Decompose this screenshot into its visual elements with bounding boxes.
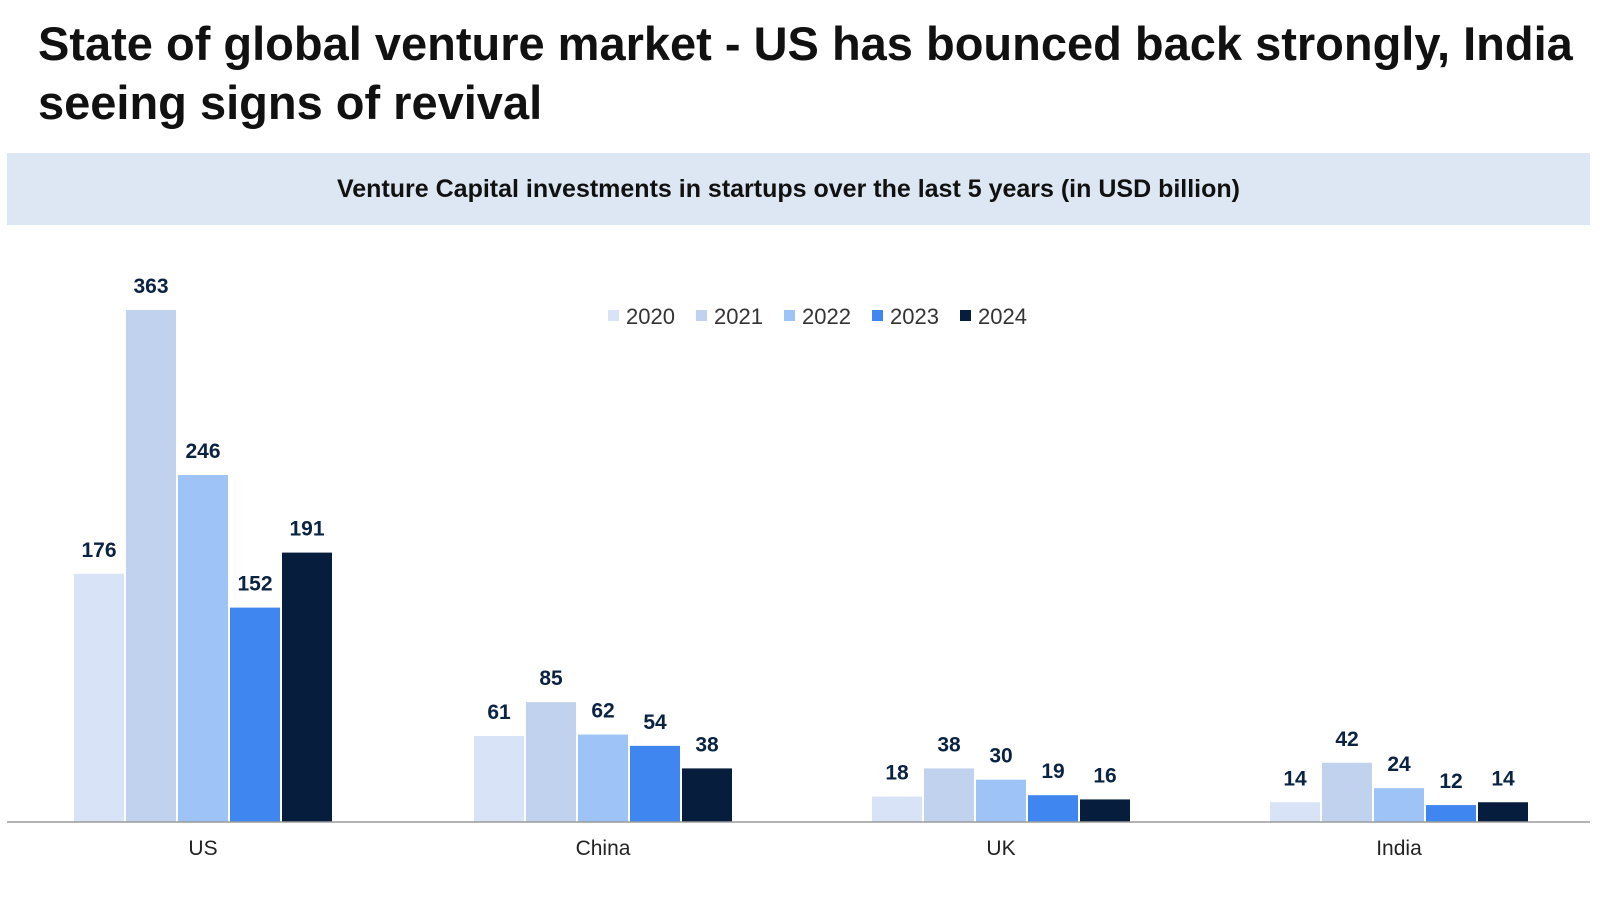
- bar-us-2021: [126, 310, 176, 822]
- bar-uk-2024: [1080, 799, 1130, 822]
- legend-swatch-2022: [784, 310, 795, 321]
- bar-us-2023: [230, 607, 280, 822]
- legend-swatch-2020: [608, 310, 619, 321]
- bar-china-2022: [578, 734, 628, 822]
- bar-us-2020: [74, 573, 124, 822]
- value-label-india-2020: 14: [1283, 767, 1307, 790]
- legend-label-2023: 2023: [890, 304, 939, 329]
- bar-china-2023: [630, 745, 680, 822]
- value-label-china-2024: 38: [695, 733, 719, 756]
- value-labels: 176 363 246 152 191 61 85 62 54 38 18 38 30 19 16 14 42 2…: [81, 275, 1515, 793]
- value-label-uk-2023: 19: [1041, 760, 1064, 783]
- bar-india-2021: [1322, 762, 1372, 822]
- bar-china-2024: [682, 768, 732, 822]
- value-label-china-2020: 61: [487, 701, 511, 724]
- value-label-india-2021: 42: [1335, 728, 1358, 751]
- value-label-us-2024: 191: [289, 518, 324, 541]
- legend-swatch-2023: [872, 310, 883, 321]
- chart-title-band: Venture Capital investments in startups …: [7, 153, 1590, 225]
- value-label-us-2023: 152: [237, 573, 272, 596]
- value-label-uk-2022: 30: [989, 745, 1012, 768]
- bar-india-2023: [1426, 805, 1476, 822]
- bar-uk-2022: [976, 779, 1026, 822]
- bar-us-2024: [282, 552, 332, 822]
- bars: [74, 310, 1528, 822]
- category-label-us: US: [188, 837, 217, 860]
- value-label-uk-2021: 38: [937, 733, 961, 756]
- page-title: State of global venture market - US has …: [38, 17, 1573, 129]
- value-label-uk-2024: 16: [1093, 764, 1116, 787]
- category-label-china: China: [576, 837, 631, 860]
- bar-us-2022: [178, 475, 228, 822]
- value-label-india-2022: 24: [1387, 753, 1411, 776]
- value-label-china-2022: 62: [591, 700, 614, 723]
- bar-india-2024: [1478, 802, 1528, 822]
- value-label-india-2024: 14: [1491, 767, 1515, 790]
- legend-swatch-2024: [960, 310, 971, 321]
- chart-title: Venture Capital investments in startups …: [336, 174, 1240, 203]
- bar-china-2021: [526, 702, 576, 822]
- value-label-china-2023: 54: [643, 711, 667, 734]
- bar-uk-2020: [872, 796, 922, 822]
- value-label-us-2020: 176: [81, 539, 116, 562]
- bar-china-2020: [474, 735, 524, 822]
- value-label-india-2023: 12: [1439, 770, 1462, 793]
- bar-uk-2021: [924, 768, 974, 822]
- bar-uk-2023: [1028, 795, 1078, 822]
- legend-label-2020: 2020: [626, 304, 675, 329]
- legend-swatch-2021: [696, 310, 707, 321]
- category-label-uk: UK: [986, 837, 1015, 860]
- legend: 2020 2021 2022 2023 2024: [608, 304, 1027, 329]
- category-label-india: India: [1376, 837, 1422, 860]
- legend-label-2022: 2022: [802, 304, 851, 329]
- bar-india-2022: [1374, 788, 1424, 822]
- legend-label-2021: 2021: [714, 304, 763, 329]
- value-label-us-2022: 246: [185, 440, 220, 463]
- value-label-uk-2020: 18: [885, 762, 909, 785]
- value-label-us-2021: 363: [133, 275, 168, 298]
- category-labels: US China UK India: [188, 837, 1422, 860]
- value-label-china-2021: 85: [539, 667, 563, 690]
- bar-india-2020: [1270, 802, 1320, 822]
- legend-label-2024: 2024: [978, 304, 1027, 329]
